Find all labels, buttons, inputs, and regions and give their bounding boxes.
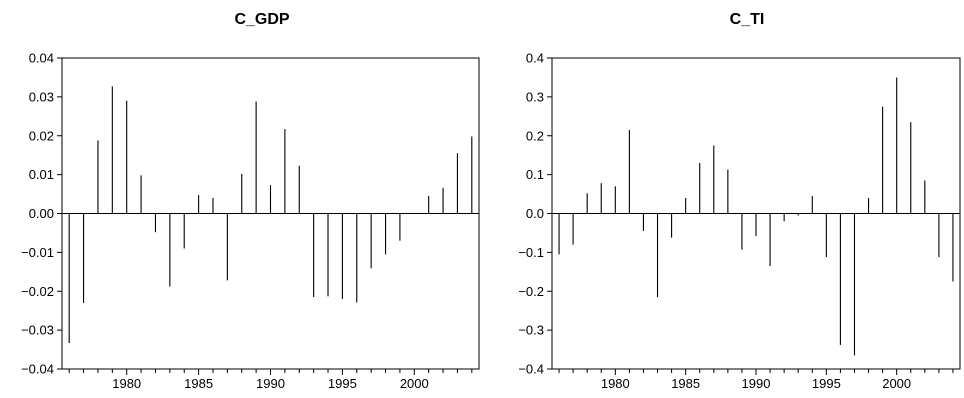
y-tick-label: 0.02 [29, 128, 54, 143]
y-tick-label: 0.2 [526, 128, 544, 143]
y-tick-label: 0.04 [29, 51, 54, 66]
y-tick-label: 0.03 [29, 89, 54, 104]
y-tick-label: 0.01 [29, 167, 54, 182]
y-tick-label: −0.1 [518, 245, 544, 260]
y-tick-label: −0.3 [518, 323, 544, 338]
y-tick-label: 0.0 [526, 206, 544, 221]
x-tick-label: 1995 [812, 376, 841, 391]
y-tick-label: 0.4 [526, 51, 544, 66]
y-tick-label: −0.03 [21, 323, 54, 338]
chart-title: C_GDP [234, 11, 289, 28]
x-tick-label: 1990 [256, 376, 285, 391]
y-tick-label: −0.4 [518, 362, 544, 377]
x-tick-label: 1990 [742, 376, 771, 391]
y-tick-label: −0.2 [518, 284, 544, 299]
y-tick-label: −0.01 [21, 245, 54, 260]
y-tick-label: −0.04 [21, 362, 54, 377]
x-tick-label: 1980 [601, 376, 630, 391]
x-tick-label: 1985 [184, 376, 213, 391]
y-tick-label: 0.1 [526, 167, 544, 182]
x-tick-label: 1985 [671, 376, 700, 391]
chart-c-gdp: C_GDP 0.04 0.03 0.02 0.01 0.00 −0.01 −0.02 −0.03… [21, 11, 480, 391]
x-tick-label: 2000 [400, 376, 429, 391]
x-tick-label: 2000 [882, 376, 911, 391]
chart-c-ti: C_TI 0.4 0.3 0.2 0.1 0.0 −0.1 −0.2 −0.3 −0.4 1980 1… [518, 11, 961, 391]
x-tick-label: 1980 [112, 376, 141, 391]
y-tick-label: 0.00 [29, 206, 54, 221]
y-tick-label: −0.02 [21, 284, 54, 299]
x-tick-label: 1995 [328, 376, 357, 391]
y-tick-label: 0.3 [526, 89, 544, 104]
chart-title: C_TI [730, 11, 765, 28]
